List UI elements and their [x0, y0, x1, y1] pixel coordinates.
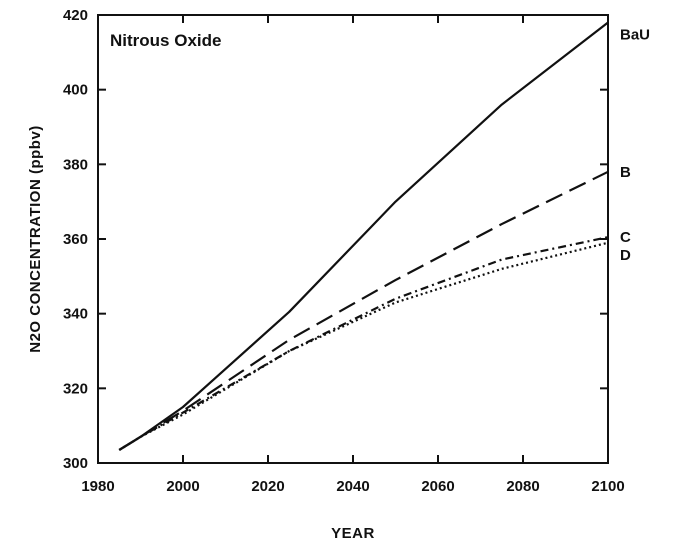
series-line-b: [118, 170, 609, 451]
series-label-b: B: [620, 164, 631, 181]
series-line-d: [118, 241, 609, 451]
x-tick-label-3: 2040: [336, 478, 369, 495]
series-label-d: D: [620, 247, 631, 264]
series-label-c: C: [620, 229, 631, 246]
series-line-bau: [118, 21, 609, 451]
y-tick-label-1: 320: [63, 380, 88, 397]
y-tick-label-3: 360: [63, 231, 88, 248]
x-tick-label-1: 2000: [166, 478, 199, 495]
series-lines: [118, 21, 609, 451]
y-tick-label-0: 300: [63, 455, 88, 472]
y-axis-title: N2O CONCENTRATION (ppbv): [27, 125, 44, 353]
x-tick-label-0: 1980: [81, 478, 114, 495]
y-tick-label-4: 380: [63, 156, 88, 173]
series-labels: BaU B CD: [620, 26, 650, 264]
chart-title: Nitrous Oxide: [110, 31, 221, 50]
y-tick-label-6: 420: [63, 7, 88, 24]
y-tick-label-5: 400: [63, 82, 88, 99]
x-tick-label-5: 2080: [506, 478, 539, 495]
series-label-bau: BaU: [620, 26, 650, 43]
x-axis-title: YEAR: [331, 525, 375, 542]
x-tick-label-6: 2100: [591, 478, 624, 495]
y-tick-label-2: 340: [63, 306, 88, 323]
axis-ticks: 1980 2000 2020 2040 2060 2080 2100 300 320 340 360…: [63, 7, 625, 495]
x-tick-label-2: 2020: [251, 478, 284, 495]
series-line-c: [118, 236, 609, 451]
x-tick-label-4: 2060: [421, 478, 454, 495]
